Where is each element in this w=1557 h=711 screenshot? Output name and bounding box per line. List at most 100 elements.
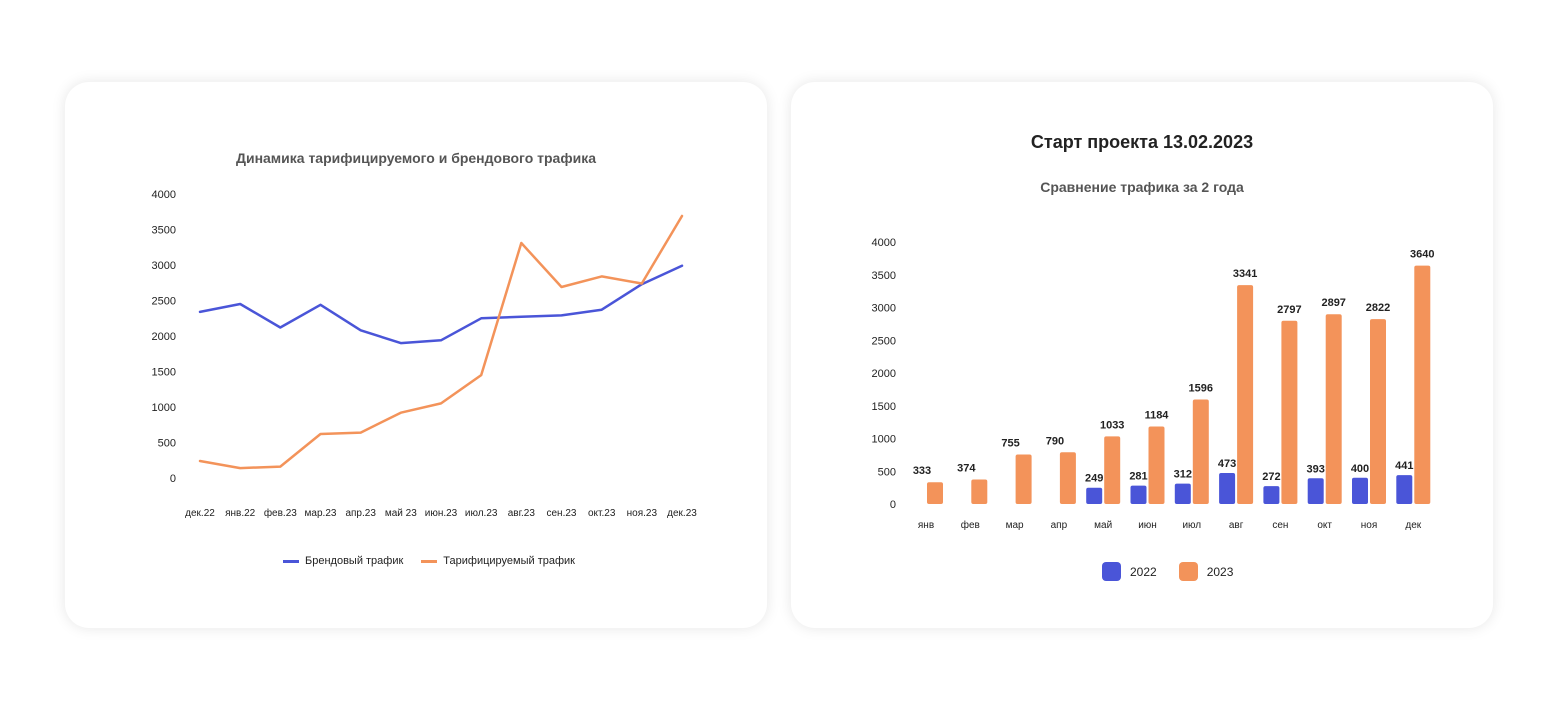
line-x-tick-label: фев.23 [264,507,297,519]
line-chart-title: Динамика тарифицируемого и брендового тр… [236,150,596,166]
bar-2023 [1414,265,1431,504]
data-label-2023: 333 [913,465,931,477]
bar-2023 [1015,454,1032,504]
data-label-2022: 312 [1174,469,1192,481]
bar-chart-legend: 2022 2023 [1102,562,1255,581]
bar-y-tick-label: 1000 [872,434,896,446]
bar-y-tick-label: 3500 [872,270,896,282]
bar-y-tick-label: 1500 [872,401,896,413]
bar-x-tick-label: окт [1317,520,1332,531]
data-label-2022: 281 [1129,471,1147,483]
bar-2022 [1130,485,1147,504]
line-x-tick-label: окт.23 [588,508,616,519]
data-label-2022: 400 [1351,463,1369,475]
bar-2022 [1174,483,1191,504]
line-y-tick-label: 4000 [152,189,176,201]
legend-swatch-paid [421,559,438,563]
data-label-2023: 1596 [1189,382,1213,394]
bar-2023 [1370,319,1386,504]
line-y-tick-label: 2000 [152,331,176,343]
bar-2023 [971,479,988,504]
bar-2022 [1086,487,1103,504]
bar-x-tick-label: ноя [1361,520,1378,531]
bar-x-tick-label: апр [1051,520,1068,531]
line-y-tick-label: 3000 [152,260,176,272]
legend-item-brand: Брендовый трафик [283,555,403,567]
line-chart-card: Динамика тарифицируемого и брендового тр… [65,82,767,628]
data-label-2022: 272 [1262,471,1280,483]
line-y-tick-label: 0 [170,473,176,485]
bar-chart: Старт проекта 13.02.2023 Сравнение трафи… [872,132,1435,531]
bar-x-tick-label: май [1094,520,1112,531]
bar-y-tick-label: 0 [890,499,896,511]
bar-x-tick-label: янв [918,520,934,531]
legend-label-brand: Брендовый трафик [305,555,404,567]
data-label-2023: 3341 [1233,268,1257,280]
bar-2022 [1263,486,1280,504]
data-label-2023: 1033 [1100,419,1124,431]
bar-2022 [1219,473,1236,504]
bar-2022 [1307,478,1324,504]
bar-x-tick-label: фев [961,519,980,531]
data-label-2023: 2797 [1277,304,1301,316]
line-y-tick-label: 1000 [152,402,176,414]
line-y-tick-label: 500 [158,438,176,450]
bar-x-tick-label: июн [1138,520,1157,531]
data-label-2023: 2822 [1366,302,1390,314]
line-y-tick-label: 1500 [152,367,176,379]
bar-2023 [1237,285,1254,504]
line-x-tick-label: мар.23 [305,508,337,519]
legend-item-2023: 2023 [1178,562,1234,581]
legend-item-2022: 2022 [1102,562,1157,581]
line-x-tick-label: сен.23 [547,508,577,519]
line-x-tick-label: июл.23 [465,508,498,519]
bar-x-tick-label: сен [1272,520,1288,531]
bar-x-tick-label: июл [1182,520,1201,531]
bar-2023 [1059,452,1076,504]
bar-y-tick-label: 500 [878,466,896,478]
data-label-2022: 473 [1218,458,1236,470]
line-y-tick-label: 2500 [152,296,176,308]
line-x-tick-label: ноя.23 [627,508,658,519]
line-x-tick-label: дек.23 [667,508,697,519]
bar-chart-card: Старт проекта 13.02.2023 Сравнение трафи… [791,82,1493,628]
bar-2023 [927,482,943,504]
line-x-tick-label: апр.23 [345,508,376,519]
line-x-tick-label: июн.23 [425,508,458,519]
bar-y-tick-label: 3000 [872,303,896,315]
legend-swatch-brand [283,559,299,563]
bar-x-tick-label: авг [1229,520,1244,531]
line-x-tick-label: май 23 [385,508,417,519]
bar-2022 [1352,477,1368,504]
legend-label-2023: 2023 [1206,564,1234,579]
bar-y-tick-label: 2500 [872,335,896,347]
series-line-brand [198,264,684,345]
bar-chart-heading: Старт проекта 13.02.2023 [1031,132,1253,152]
data-label-2023: 1184 [1145,409,1170,421]
bar-2023 [1104,436,1121,504]
data-label-2023: 3640 [1410,249,1434,261]
bar-x-tick-label: дек [1405,520,1421,531]
line-x-tick-label: дек.22 [185,508,215,519]
bar-y-tick-label: 2000 [872,368,896,380]
series-line-paid [198,214,684,470]
legend-swatch-2023 [1178,562,1198,581]
line-chart: Динамика тарифицируемого и брендового тр… [152,150,698,519]
line-y-tick-label: 3500 [152,225,176,237]
bar-2023 [1148,426,1165,504]
data-label-2023: 755 [1001,438,1019,450]
data-label-2023: 374 [957,463,976,475]
bar-2023 [1192,399,1209,504]
legend-label-paid: Тарифицируемый трафик [443,555,575,567]
data-label-2022: 393 [1307,463,1325,475]
line-x-tick-label: янв.22 [225,508,256,519]
bar-2023 [1281,320,1298,504]
data-label-2022: 441 [1395,460,1413,472]
legend-item-paid: Тарифицируемый трафик [421,555,575,567]
line-x-tick-label: авг.23 [508,508,536,519]
data-label-2023: 790 [1046,435,1064,447]
legend-label-2022: 2022 [1130,564,1157,579]
data-label-2023: 2897 [1321,297,1345,309]
bar-x-tick-label: мар [1006,520,1024,531]
bar-y-tick-label: 4000 [872,237,896,249]
